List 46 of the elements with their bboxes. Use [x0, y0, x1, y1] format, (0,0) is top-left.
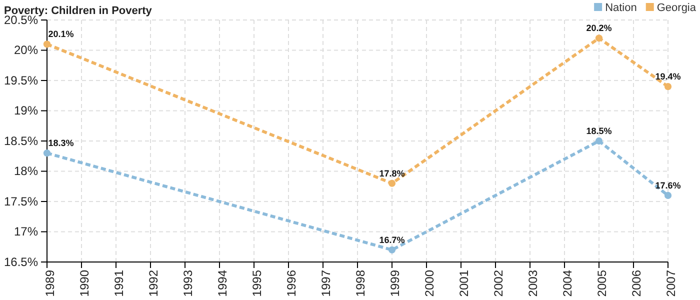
x-tick-label: 2007	[664, 270, 678, 297]
x-tick-label: 2001	[457, 270, 472, 297]
data-label: 17.8%	[379, 168, 405, 178]
y-tick-label: 17%	[14, 224, 38, 239]
x-tick-label: 1995	[250, 270, 264, 297]
point	[388, 180, 396, 187]
x-tick-label: 1990	[78, 270, 92, 297]
x-tick-label: 1998	[354, 270, 368, 297]
data-label: 20.2%	[586, 23, 612, 34]
point	[664, 192, 672, 200]
data-label: 17.6%	[655, 180, 681, 190]
x-tick-label: 1994	[216, 270, 230, 297]
data-label: 19.4%	[655, 72, 681, 82]
point	[43, 40, 51, 48]
y-tick-label: 19%	[14, 104, 38, 118]
y-tick-label: 18%	[14, 164, 38, 178]
legend-label: Georgia	[656, 2, 697, 14]
x-tick-label: 2005	[595, 270, 610, 297]
x-tick-label: 1991	[112, 270, 126, 297]
data-label: 18.3%	[48, 138, 74, 148]
legend-label: Nation	[605, 2, 637, 14]
x-tick-label: 2002	[492, 270, 506, 297]
chart-title: Poverty: Children in Poverty	[4, 5, 153, 17]
data-label: 18.5%	[586, 126, 612, 136]
point	[388, 246, 396, 254]
x-tick-label: 2003	[526, 270, 540, 297]
x-tick-label: 1996	[284, 270, 299, 297]
y-tick-label: 17.5%	[4, 194, 38, 208]
y-tick-label: 16.5%	[4, 254, 38, 269]
point	[595, 34, 603, 42]
x-tick-label: 1992	[146, 270, 161, 297]
point	[664, 82, 672, 90]
x-tick-label: 1997	[319, 270, 334, 297]
point	[43, 150, 51, 157]
y-tick-label: 20%	[14, 43, 38, 58]
data-label: 16.7%	[379, 234, 405, 245]
x-tick-label: 2000	[422, 270, 437, 297]
point	[595, 137, 603, 145]
y-tick-label: 18.5%	[4, 134, 38, 148]
y-tick-label: 19.5%	[4, 73, 38, 88]
x-tick-label: 1989	[43, 270, 58, 297]
x-tick-label: 1999	[388, 270, 402, 297]
x-tick-label: 1993	[181, 270, 196, 297]
data-label: 20.1%	[48, 29, 74, 40]
x-tick-label: 2004	[560, 270, 575, 297]
x-tick-label: 2006	[630, 270, 644, 297]
